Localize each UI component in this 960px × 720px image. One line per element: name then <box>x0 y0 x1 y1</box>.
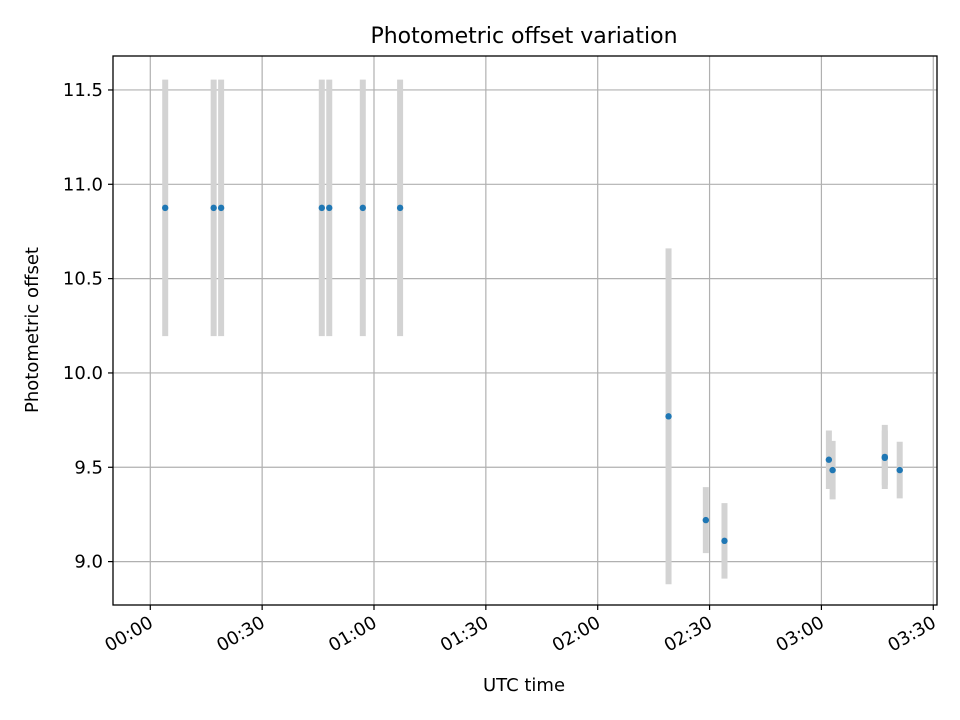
axis-ticks: 00:00 00:30 01:00 01:30 02:00 02:30 03:00 03:30… <box>63 80 940 656</box>
x-tick-label: 03:00 <box>772 612 827 656</box>
data-point <box>359 204 367 212</box>
y-axis-title: Photometric offset <box>22 247 43 413</box>
y-tick-label: 9.0 <box>74 552 103 573</box>
data-point <box>702 516 710 524</box>
data-point <box>217 204 225 212</box>
data-point <box>210 204 217 212</box>
x-tick-label: 01:30 <box>437 612 492 656</box>
data-point <box>396 204 404 212</box>
x-axis-title: UTC time <box>483 675 565 696</box>
y-tick-label: 10.0 <box>63 363 103 384</box>
y-tick-label: 11.0 <box>63 174 103 195</box>
error-bars <box>162 79 903 585</box>
x-tick-label: 00:00 <box>101 612 156 656</box>
data-point <box>829 466 836 474</box>
plot-area-frame <box>112 55 938 606</box>
data-point <box>721 537 728 545</box>
chart-title: Photometric offset variation <box>370 24 677 49</box>
y-tick-label: 10.5 <box>63 269 103 290</box>
y-tick-label: 9.5 <box>74 457 103 478</box>
x-tick-label: 01:00 <box>325 612 380 656</box>
x-tick-label: 02:00 <box>549 612 604 656</box>
data-point <box>318 204 325 212</box>
y-tick-label: 11.5 <box>63 80 103 101</box>
data-point <box>326 204 333 212</box>
x-tick-label: 02:30 <box>661 612 716 656</box>
x-tick-label: 00:30 <box>213 612 268 656</box>
data-point <box>881 453 889 461</box>
x-tick-label: 03:30 <box>884 612 939 656</box>
grid <box>113 56 937 605</box>
data-point <box>896 466 903 474</box>
data-point <box>665 413 672 420</box>
data-point <box>825 456 833 463</box>
data-points <box>161 204 903 545</box>
data-point <box>161 204 169 212</box>
